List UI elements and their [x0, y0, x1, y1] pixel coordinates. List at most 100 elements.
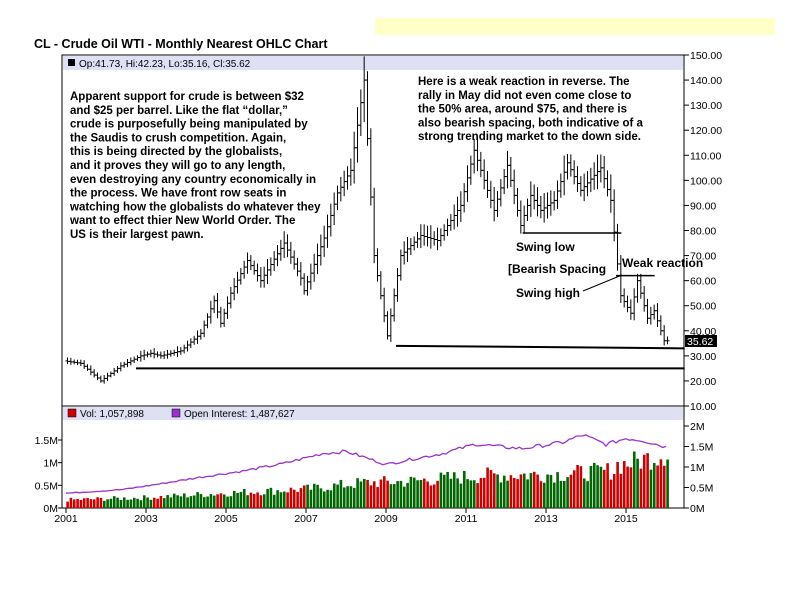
volume-bar	[466, 479, 469, 508]
annotation-swing-low: Swing low	[516, 240, 575, 254]
volume-bar	[116, 497, 119, 508]
volume-bar	[549, 474, 553, 508]
volume-bar	[312, 483, 316, 508]
top-highlight-bar	[375, 18, 775, 35]
volume-bar	[662, 465, 666, 508]
volume-bar	[446, 471, 449, 508]
volume-bar	[486, 467, 489, 508]
volume-bar	[176, 495, 179, 508]
annotation-swing-high: Swing high	[516, 286, 580, 300]
volume-bar	[309, 489, 313, 508]
volume-bar	[436, 480, 439, 508]
volume-bar	[229, 496, 233, 508]
volume-bar	[659, 459, 663, 508]
volume-bar	[99, 497, 103, 508]
volume-bar	[656, 465, 659, 508]
price-tick-label: 20.00	[690, 376, 716, 388]
volume-bar	[86, 498, 89, 508]
annotation-right: Here is a weak reaction in reverse. The r…	[418, 76, 644, 143]
price-info-bar	[63, 56, 683, 70]
volume-bar	[279, 492, 283, 508]
price-tick-label: 30.00	[690, 351, 716, 363]
volume-bar	[189, 496, 193, 508]
volume-bar	[322, 491, 326, 508]
volume-bar	[589, 465, 593, 508]
volume-bar	[119, 500, 123, 508]
open-interest-line	[65, 434, 667, 494]
price-tick-label: 70.00	[690, 251, 716, 263]
volume-bar	[582, 478, 586, 508]
volume-bar	[369, 485, 373, 508]
volume-bar	[139, 500, 143, 508]
volume-bar	[206, 496, 209, 508]
volume-right-tick: 1.5M	[690, 442, 713, 454]
volume-bar	[302, 485, 306, 508]
volume-bar	[346, 486, 349, 508]
volume-bar	[419, 480, 423, 508]
last-price-tag	[685, 335, 717, 347]
volume-bar	[449, 478, 453, 508]
volume-bar	[452, 472, 456, 508]
volume-bar	[559, 480, 563, 508]
price-bar	[665, 336, 670, 345]
volume-bar	[622, 461, 626, 508]
volume-left-tick: 1.5M	[35, 435, 58, 447]
volume-bar	[469, 480, 473, 508]
volume-bar	[532, 471, 536, 508]
volume-bar	[96, 497, 99, 508]
volume-bar	[89, 499, 93, 508]
volume-bar	[572, 470, 576, 508]
volume-bar	[129, 499, 133, 508]
volume-bar	[149, 499, 153, 508]
volume-bar	[236, 492, 239, 508]
volume-bar	[269, 487, 273, 508]
volume-bar	[256, 492, 259, 508]
volume-bar	[519, 474, 523, 508]
price-info-marker	[68, 59, 75, 66]
volume-bar	[526, 479, 529, 508]
volume-bar	[212, 495, 216, 508]
volume-bar	[599, 466, 603, 508]
volume-bar	[409, 476, 413, 508]
x-tick-label: 2007	[294, 513, 318, 525]
volume-bar	[336, 484, 339, 508]
volume-bar	[79, 499, 83, 508]
volume-bar	[636, 458, 639, 508]
volume-bar	[542, 482, 546, 508]
price-tick-label: 100.00	[690, 175, 722, 187]
volume-bar	[476, 483, 479, 508]
price-tick-label: 80.00	[690, 226, 716, 238]
volume-bar	[629, 467, 633, 508]
x-tick-label: 2001	[54, 513, 78, 525]
volume-bar	[472, 480, 476, 508]
volume-bar	[249, 492, 253, 508]
volume-right-tick: 0.5M	[690, 483, 713, 495]
volume-bar	[586, 481, 589, 508]
volume-left-tick: 0M	[43, 503, 58, 515]
volume-bar	[646, 453, 649, 508]
volume-bar	[169, 497, 173, 508]
volume-bar	[562, 480, 566, 508]
volume-bar	[652, 463, 656, 508]
price-tick-label: 60.00	[690, 276, 716, 288]
price-tick-label: 120.00	[690, 125, 722, 137]
volume-bar	[356, 478, 359, 508]
volume-bar	[609, 479, 613, 508]
volume-bar	[126, 499, 129, 508]
volume-bar	[162, 498, 166, 508]
volume-bar	[112, 496, 116, 508]
price-tick-label: 90.00	[690, 200, 716, 212]
volume-bar	[276, 490, 279, 508]
volume-bar	[299, 488, 303, 508]
volume-bar	[502, 475, 506, 508]
volume-bar	[106, 499, 109, 508]
volume-bar	[146, 497, 149, 508]
volume-bar	[196, 492, 199, 508]
volume-bar	[619, 473, 623, 508]
volume-bar	[296, 491, 299, 508]
volume-bar	[366, 479, 369, 508]
volume-bar	[496, 474, 499, 508]
volume-bar	[372, 481, 376, 508]
volume-bar	[246, 495, 249, 508]
volume-bar	[182, 493, 186, 508]
